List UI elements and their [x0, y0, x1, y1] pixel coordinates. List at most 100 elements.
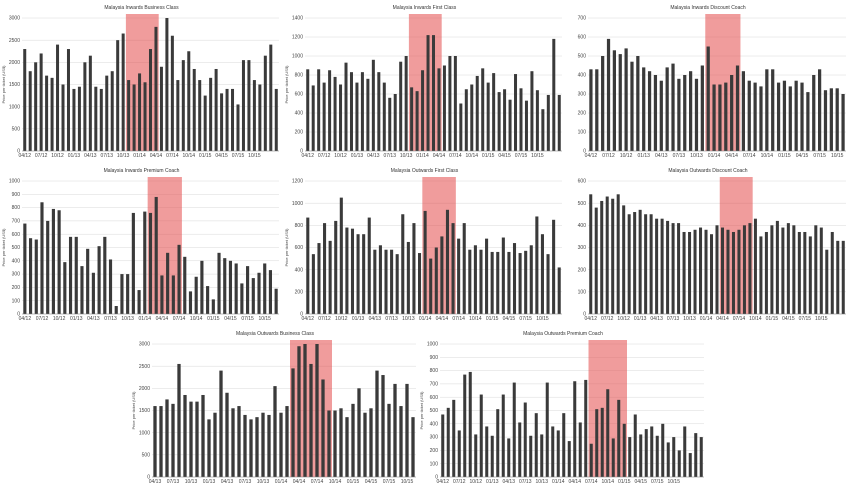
bar: [710, 234, 714, 314]
y-tick-label: 0: [300, 149, 303, 155]
bar: [700, 65, 704, 151]
bar: [507, 251, 511, 314]
bar: [105, 75, 109, 151]
x-tick-label: 01/15: [207, 316, 220, 322]
bar: [633, 414, 637, 477]
bar: [243, 414, 247, 477]
x-tick-label: 04/14: [436, 316, 449, 322]
bar: [189, 401, 193, 477]
bar: [770, 225, 774, 314]
bar: [442, 65, 446, 151]
y-tick-label: 1000: [292, 54, 303, 60]
bar: [291, 368, 295, 477]
bar: [72, 88, 76, 151]
bar: [195, 401, 199, 477]
bar: [410, 87, 414, 151]
bar: [143, 82, 147, 151]
bar: [328, 70, 332, 151]
y-tick-label: 1500: [9, 82, 20, 88]
bar: [715, 225, 719, 314]
bar: [556, 430, 560, 477]
bar: [143, 211, 147, 314]
x-tick-label: 07/13: [100, 153, 113, 159]
x-tick-label: 10/14: [601, 479, 614, 485]
bar: [86, 248, 90, 314]
bar: [23, 223, 27, 314]
bar: [132, 84, 136, 151]
bar: [748, 223, 752, 314]
y-tick-label: 400: [295, 111, 304, 117]
bar: [462, 223, 466, 314]
bar: [159, 66, 163, 151]
bar: [194, 276, 198, 314]
bar: [529, 435, 533, 477]
bar: [219, 370, 223, 477]
bar: [88, 55, 92, 151]
bar: [39, 53, 43, 151]
bar: [258, 84, 262, 151]
y-tick-label: 3000: [139, 342, 150, 348]
x-tick-label: 01/15: [778, 153, 791, 159]
bar: [812, 75, 816, 151]
y-tick-label: 1200: [292, 35, 303, 41]
bar: [411, 417, 415, 477]
y-tick-label: 600: [578, 179, 587, 185]
bar: [160, 275, 164, 314]
bar: [706, 46, 710, 151]
x-tick-label: 07/15: [515, 153, 528, 159]
bar: [584, 379, 588, 477]
bar: [464, 89, 468, 151]
bar: [273, 386, 277, 477]
bar: [57, 210, 61, 314]
bar: [355, 82, 359, 151]
x-tick-label: 07/12: [453, 479, 466, 485]
y-tick-label: 200: [578, 111, 587, 117]
bar: [366, 78, 370, 151]
bar: [689, 71, 693, 151]
bar: [486, 82, 490, 151]
x-tick-label: 01/13: [203, 479, 216, 485]
bar: [401, 214, 405, 314]
bar: [492, 73, 496, 151]
bar: [116, 40, 120, 151]
bar: [573, 381, 577, 477]
y-tick-label: 2500: [9, 38, 20, 44]
bar: [187, 51, 191, 151]
bar: [356, 234, 360, 314]
x-tick-label: 07/14: [452, 316, 465, 322]
bar: [578, 422, 582, 477]
bar: [524, 250, 528, 314]
bar: [34, 62, 38, 152]
x-tick-label: 10/12: [617, 316, 630, 322]
chart-title: Malaysia Inwards Discount Coach: [670, 5, 746, 11]
x-tick-label: 07/13: [519, 479, 532, 485]
bar: [154, 26, 158, 151]
bar: [501, 237, 505, 314]
bar: [759, 86, 763, 151]
chart-panel-outwards-business: Malaysia Outwards Business Class Price pe…: [130, 326, 420, 489]
chart-panel-inwards-first: Malaysia Inwards First Class Price per ti…: [283, 0, 566, 163]
bar: [677, 450, 681, 477]
bar: [249, 419, 253, 477]
bar: [724, 82, 728, 151]
bar: [441, 414, 445, 477]
x-tick-label: 07/13: [239, 479, 252, 485]
x-tick-label: 04/15: [796, 153, 809, 159]
bar: [108, 259, 113, 314]
bar: [496, 251, 500, 314]
x-tick-label: 04/13: [84, 153, 97, 159]
bar: [311, 85, 315, 151]
bar: [306, 69, 310, 151]
bar: [445, 209, 450, 314]
bar: [463, 374, 467, 477]
bar: [606, 389, 610, 477]
y-tick-label: 400: [295, 267, 304, 273]
bar: [457, 238, 461, 314]
y-tick-label: 800: [295, 73, 304, 79]
bar: [782, 80, 787, 151]
bar: [490, 251, 494, 314]
chart-svg: Malaysia Inwards First Class Price per ti…: [284, 5, 562, 159]
y-tick-label: 300: [430, 435, 439, 441]
chart-title: Malaysia Outwards Premium Coach: [523, 331, 603, 337]
bar: [434, 247, 438, 314]
